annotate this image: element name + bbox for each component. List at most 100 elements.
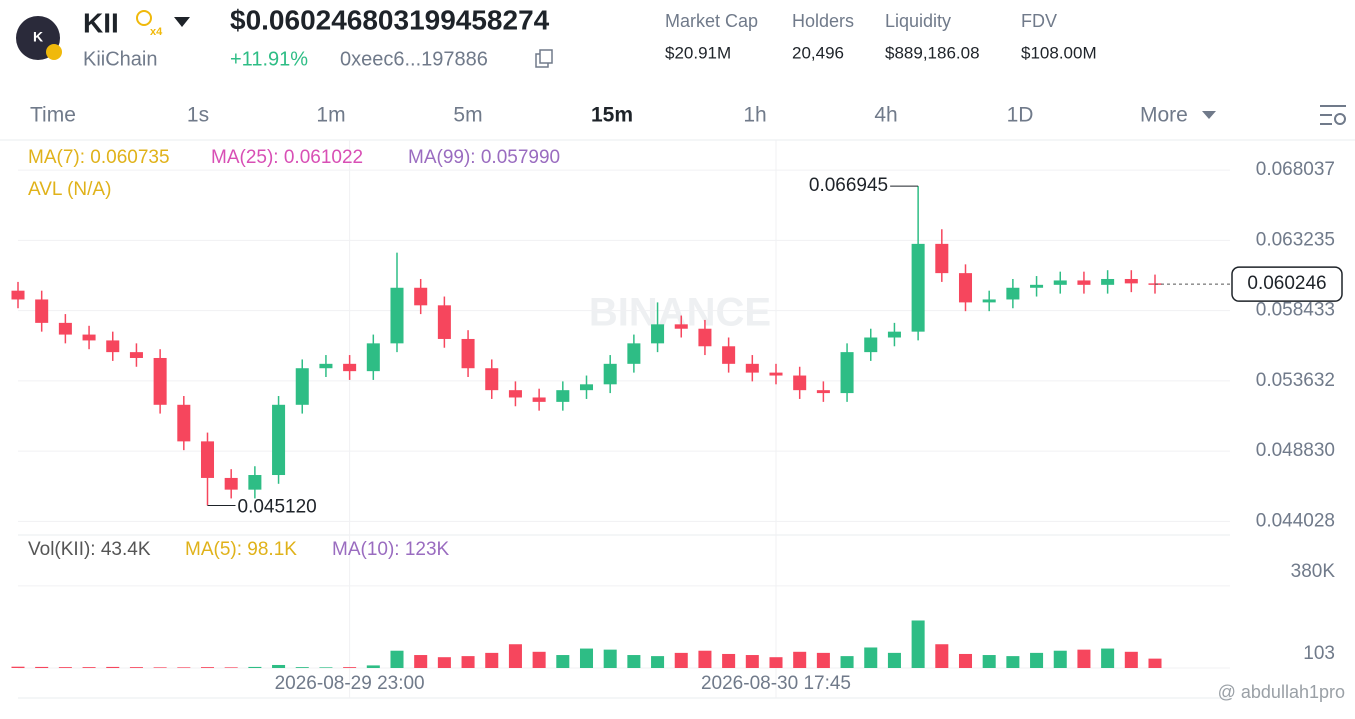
timeframe-tab[interactable]: More (1140, 104, 1188, 127)
volume-bar (508, 644, 522, 668)
stat-label: Liquidity (885, 11, 951, 31)
candle-body (1030, 284, 1044, 288)
volume-bar (603, 649, 617, 668)
volume-bar (579, 648, 594, 668)
y-tick-label: 0.058433 (1256, 300, 1335, 321)
volume-bar (272, 664, 286, 668)
candle-body (224, 477, 238, 490)
volume-bar (722, 653, 736, 668)
volume-bar (153, 667, 167, 668)
candle-body (129, 352, 143, 358)
volume-bar (556, 655, 570, 668)
current-price-label: 0.060246 (1247, 273, 1326, 294)
stat-value: 20,496 (792, 43, 844, 62)
candle-body (958, 273, 973, 303)
candle-body (1101, 278, 1115, 285)
candle-body (153, 357, 167, 405)
candle-body (887, 331, 901, 338)
candle-body (982, 299, 996, 303)
candle-body (437, 305, 451, 339)
network: KiiChain (83, 48, 157, 70)
timeframe-tab[interactable]: Time (30, 104, 76, 127)
more-dropdown[interactable] (1202, 111, 1216, 119)
stat-value: $20.91M (665, 43, 731, 62)
stat-label: FDV (1021, 11, 1057, 31)
candle-body (1124, 278, 1138, 284)
x-tick-label: 2026-08-30 17:45 (701, 673, 851, 694)
chart: 0.044028 0.048830 0.053632 0.058433 0.063235… (11, 140, 1343, 699)
timeframe-tab[interactable]: 1s (187, 104, 209, 127)
volume-bar (1030, 652, 1044, 668)
volume-bar (627, 655, 641, 668)
candle-body (935, 243, 949, 274)
copy-icon-back[interactable] (539, 49, 553, 64)
symbol-dropdown[interactable] (174, 17, 190, 27)
volume-bar (485, 652, 499, 668)
volume-bar (366, 665, 380, 668)
candle-body (1053, 280, 1067, 285)
y-tick-label: 0.044028 (1256, 510, 1335, 531)
change: +11.91% (230, 48, 308, 70)
y-tick-label: 0.048830 (1256, 440, 1335, 461)
indicator-legend: AVL (N/A) (28, 179, 111, 200)
token-icon-mark: K (33, 29, 43, 45)
volume-bar (935, 644, 949, 668)
candle-body (461, 338, 475, 369)
candle-body (248, 475, 262, 490)
badge-text: x4 (150, 26, 163, 38)
candle-body (319, 363, 333, 369)
candle-body (579, 384, 594, 391)
candle-body (414, 287, 428, 306)
volume-bar (745, 655, 759, 668)
candle-body (745, 363, 759, 373)
volume-bar (698, 650, 712, 668)
stat-label: Holders (792, 11, 854, 31)
timeframe-tab[interactable]: 1m (316, 104, 345, 127)
candle-body (864, 337, 878, 353)
candle-body (698, 328, 712, 347)
timeframe-tab[interactable]: 5m (453, 104, 482, 127)
volume-tick-label: 103 (1303, 643, 1335, 664)
candle-body (272, 404, 286, 476)
volume-legend: MA(5): 98.1K (185, 539, 297, 560)
timeframe-tab[interactable]: 1D (1007, 104, 1034, 127)
volume-bar (911, 620, 925, 668)
volume-bar (674, 652, 688, 668)
volume-bar (295, 667, 309, 668)
verified-badge (136, 10, 152, 26)
volume-tick-label: 380K (1291, 561, 1336, 582)
volume-bar (864, 647, 878, 668)
candle-body (295, 368, 309, 405)
timeframe-tab[interactable]: 1h (743, 104, 766, 127)
stat-value: $108.00M (1021, 43, 1097, 62)
candle-body (485, 368, 499, 391)
indicator-legend: MA(25): 0.061022 (211, 147, 363, 168)
candle-body (35, 299, 49, 323)
stat-label: Market Cap (665, 11, 758, 31)
candle-body (1006, 287, 1020, 300)
current-price-box (1231, 266, 1343, 302)
candle-body (627, 343, 641, 364)
timeframe-tab[interactable]: 15m (591, 104, 633, 127)
candle-body (651, 324, 665, 344)
symbol: KII (83, 7, 119, 38)
volume-bar (958, 653, 973, 668)
volume-bar (319, 667, 333, 668)
candle-body (177, 404, 191, 442)
volume-legend: MA(10): 123K (332, 539, 450, 560)
volume-bar (414, 655, 428, 668)
indicator-legend: MA(99): 0.057990 (408, 147, 560, 168)
volume-bar (1101, 648, 1115, 668)
candle-body (508, 390, 522, 398)
settings-icon[interactable] (1320, 105, 1346, 125)
volume-bar (129, 667, 143, 668)
candle-body (1077, 280, 1091, 285)
volume-bar (82, 667, 96, 668)
y-tick-label: 0.063235 (1256, 229, 1335, 250)
high-label: 0.066945 (809, 175, 888, 196)
timeframe-tab[interactable]: 4h (874, 104, 897, 127)
volume-bar (769, 657, 783, 668)
